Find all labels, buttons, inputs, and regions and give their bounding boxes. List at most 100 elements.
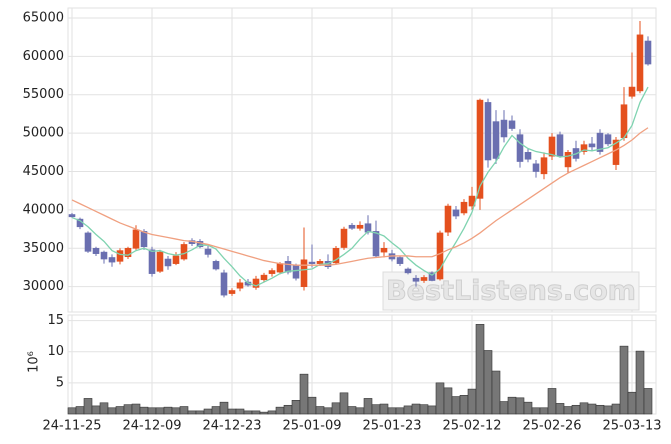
volume-bar — [227, 408, 237, 415]
volume-bar — [619, 345, 629, 415]
x-tick-label: 25-02-26 — [522, 419, 581, 434]
y-tick-label: 35000 — [23, 241, 64, 256]
candle-body — [108, 257, 116, 263]
volume-bar — [243, 410, 253, 415]
volume-bar — [451, 396, 461, 415]
volume-bar — [219, 401, 229, 415]
volume-bar — [627, 391, 637, 415]
volume-bar — [419, 404, 429, 415]
candle-body — [252, 278, 260, 288]
candle-body — [300, 259, 308, 287]
volume-bar — [307, 396, 317, 415]
candle-body — [596, 132, 604, 152]
candle-body — [644, 40, 652, 65]
candle-body — [260, 274, 268, 281]
candle-body — [140, 231, 148, 248]
candle-body — [556, 134, 564, 157]
volume-bar — [531, 407, 541, 415]
volume-bar — [339, 392, 349, 415]
x-tick-label: 24-12-23 — [202, 419, 261, 434]
candle-body — [340, 228, 348, 248]
volume-bar — [435, 382, 445, 415]
volume-bar — [363, 398, 373, 415]
candle-body — [292, 264, 300, 279]
volume-bar — [291, 400, 301, 415]
volume-bar — [595, 404, 605, 415]
volume-bar — [555, 403, 565, 415]
volume-bar — [75, 406, 85, 415]
volume-bar — [203, 408, 213, 415]
candle-body — [348, 224, 356, 229]
y-tick-label: 10 — [47, 344, 64, 359]
volume-bar — [171, 407, 181, 415]
volume-bar — [427, 405, 437, 415]
y-tick-label: 60000 — [23, 49, 64, 64]
candle-body — [636, 34, 644, 92]
volume-bar — [571, 404, 581, 415]
volume-bar — [539, 407, 549, 415]
candle-body — [220, 272, 228, 296]
moving-average-line — [71, 127, 649, 266]
y-tick-label: 5 — [56, 375, 64, 390]
candle-body — [276, 263, 284, 273]
volume-bar — [515, 397, 525, 415]
volume-bar — [131, 403, 141, 415]
candle-body — [588, 143, 596, 148]
candle-body — [164, 258, 172, 267]
volume-bar — [235, 408, 245, 415]
volume-bar — [179, 406, 189, 415]
y-tick-label: 15 — [47, 313, 64, 328]
volume-bar — [643, 388, 653, 415]
volume-bar — [195, 410, 205, 415]
candle-body — [396, 257, 404, 264]
volume-bar — [251, 410, 261, 415]
volume-bar — [387, 407, 397, 415]
volume-bar — [83, 398, 93, 415]
volume-bar — [483, 350, 493, 415]
volume-bar — [411, 403, 421, 415]
candle-body — [148, 249, 156, 274]
candle-body — [228, 290, 236, 294]
candle-body — [92, 247, 100, 254]
volume-bar — [467, 388, 477, 415]
volume-bar — [579, 402, 589, 415]
volume-bar — [395, 407, 405, 415]
watermark: BestListens.com — [386, 276, 636, 307]
volume-bar — [403, 405, 413, 415]
x-tick-label: 25-01-09 — [282, 419, 341, 434]
candle-body — [500, 119, 508, 138]
candle-body — [620, 104, 628, 139]
candle-body — [628, 86, 636, 97]
volume-bar — [211, 406, 221, 415]
y-tick-label: 50000 — [23, 126, 64, 141]
volume-bar — [147, 407, 157, 415]
candle-body — [412, 277, 420, 282]
x-tick-label: 25-02-12 — [442, 419, 501, 434]
volume-bar — [523, 401, 533, 415]
candle-body — [524, 152, 532, 160]
candle-body — [100, 251, 108, 260]
volume-bar — [347, 406, 357, 415]
candle-body — [580, 144, 588, 152]
candle-body — [212, 261, 220, 270]
candle-body — [236, 282, 244, 289]
candle-body — [476, 99, 484, 199]
volume-bar — [499, 401, 509, 415]
candle-body — [204, 248, 212, 255]
volume-bar — [611, 403, 621, 415]
x-tick-label: 25-03-13 — [602, 419, 661, 434]
x-tick-label: 25-01-23 — [362, 419, 421, 434]
volume-bar — [107, 407, 117, 415]
candle-body — [116, 250, 124, 262]
candle-body — [516, 134, 524, 162]
volume-bar — [443, 387, 453, 415]
candle-body — [460, 201, 468, 214]
candle-body — [268, 270, 276, 274]
volume-bar — [115, 406, 125, 415]
volume-bar — [603, 405, 613, 415]
volume-bar — [371, 404, 381, 415]
candle-body — [124, 247, 132, 258]
volume-bar — [275, 406, 285, 415]
candle-body — [428, 272, 436, 281]
